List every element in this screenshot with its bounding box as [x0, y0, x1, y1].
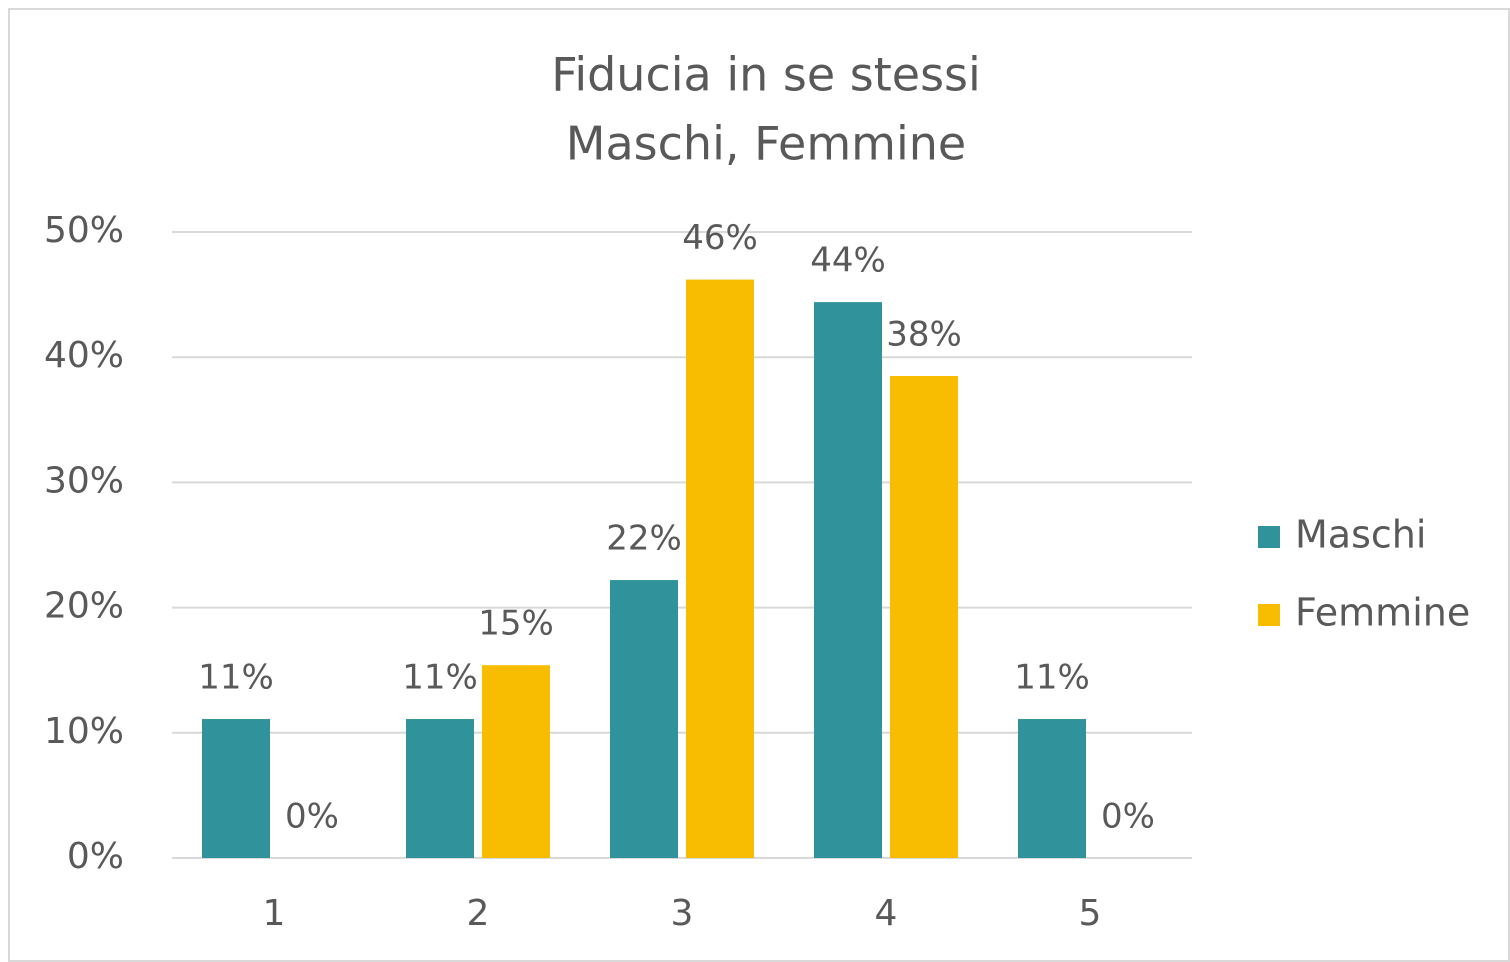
bar [610, 580, 678, 858]
y-tick-label: 20% [44, 586, 124, 627]
data-label: 0% [1101, 797, 1155, 837]
y-tick-label: 0% [67, 836, 124, 877]
x-tick-label: 3 [671, 893, 694, 934]
y-tick-label: 50% [44, 210, 124, 251]
bar [202, 719, 270, 858]
x-tick-label: 5 [1079, 893, 1102, 934]
legend-label: Femmine [1295, 591, 1470, 635]
legend-swatch [1258, 604, 1280, 626]
y-tick-label: 40% [44, 335, 124, 376]
data-label: 22% [606, 519, 682, 559]
data-label: 0% [285, 797, 339, 837]
chart-subtitle: Maschi, Femmine [566, 117, 966, 171]
data-label: 11% [1014, 658, 1090, 698]
bar [406, 719, 474, 858]
data-label: 44% [810, 241, 886, 281]
y-tick-label: 30% [44, 460, 124, 501]
data-label: 15% [478, 604, 554, 644]
data-label: 11% [198, 658, 274, 698]
bar [686, 279, 754, 858]
data-label: 46% [682, 218, 758, 258]
chart-title: Fiducia in se stessi [551, 48, 981, 102]
legend-swatch [1258, 526, 1280, 548]
x-tick-label: 1 [263, 893, 286, 934]
bar [890, 375, 958, 858]
data-label: 38% [886, 314, 962, 354]
bar [814, 302, 882, 858]
x-tick-label: 2 [467, 893, 490, 934]
bar [482, 665, 550, 858]
bar [1018, 719, 1086, 858]
data-label: 11% [402, 658, 478, 698]
y-tick-label: 10% [44, 711, 124, 752]
legend-label: Maschi [1295, 513, 1426, 557]
x-tick-label: 4 [875, 893, 898, 934]
